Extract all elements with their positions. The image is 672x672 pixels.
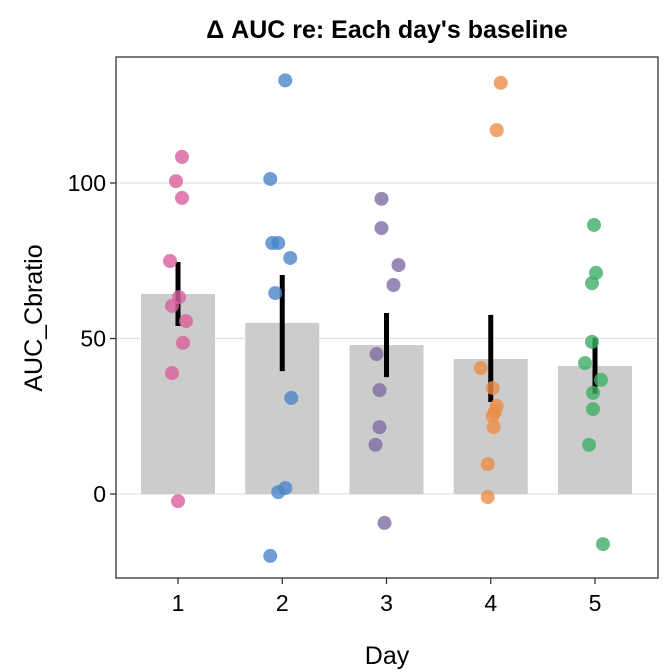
bar-day-1	[141, 294, 215, 494]
point-day-5	[596, 537, 610, 552]
point-day-4	[480, 457, 495, 472]
point-day-3	[372, 420, 387, 435]
point-day-3	[374, 191, 389, 206]
point-day-3	[374, 221, 389, 236]
point-day-1	[175, 149, 189, 164]
x-tick-label: 1	[172, 590, 185, 616]
point-day-4	[493, 75, 508, 90]
y-tick-label: 0	[93, 481, 106, 507]
point-day-4	[473, 361, 488, 376]
point-day-4	[485, 380, 500, 395]
point-day-2	[263, 171, 278, 186]
y-tick-label: 50	[80, 326, 106, 352]
x-axis-label: Day	[365, 642, 410, 670]
point-day-1	[175, 190, 189, 205]
point-day-2	[278, 73, 293, 88]
point-day-5	[578, 356, 592, 371]
point-day-1	[171, 494, 185, 509]
point-day-3	[372, 383, 387, 398]
point-day-3	[391, 258, 406, 273]
point-day-5	[586, 385, 600, 400]
point-day-5	[585, 334, 599, 349]
point-day-4	[486, 420, 501, 435]
chart-title: Δ AUC re: Each day's baseline	[206, 16, 568, 44]
point-day-2	[284, 390, 299, 405]
point-day-1	[165, 366, 179, 381]
point-day-2	[283, 250, 298, 265]
point-day-5	[587, 217, 601, 232]
x-tick-label: 2	[276, 590, 289, 616]
point-day-5	[586, 402, 600, 417]
y-axis-label: AUC_Cbratio	[20, 244, 48, 391]
point-day-1	[179, 314, 193, 329]
x-tick-label: 3	[380, 590, 393, 616]
point-day-1	[163, 254, 177, 269]
x-tick-label: 4	[484, 590, 497, 616]
point-day-2	[268, 286, 283, 301]
point-day-2	[271, 485, 286, 500]
point-day-5	[594, 372, 608, 387]
point-day-1	[165, 298, 179, 313]
point-day-2	[271, 236, 286, 251]
point-day-4	[489, 123, 504, 138]
x-axis: 1 2 3 4 5	[172, 578, 602, 616]
point-day-1	[176, 335, 190, 350]
point-day-5	[585, 276, 599, 291]
point-day-3	[386, 278, 401, 293]
point-day-2	[263, 548, 278, 563]
point-day-1	[169, 174, 183, 189]
point-day-4	[485, 408, 500, 423]
y-axis: 0 50 100	[68, 170, 116, 507]
point-day-3	[368, 437, 383, 452]
x-tick-label: 5	[589, 590, 602, 616]
point-day-3	[377, 515, 392, 530]
points	[163, 73, 610, 563]
point-day-5	[582, 437, 596, 452]
y-tick-label: 100	[68, 170, 106, 196]
point-day-3	[369, 347, 384, 362]
point-day-4	[480, 490, 495, 505]
